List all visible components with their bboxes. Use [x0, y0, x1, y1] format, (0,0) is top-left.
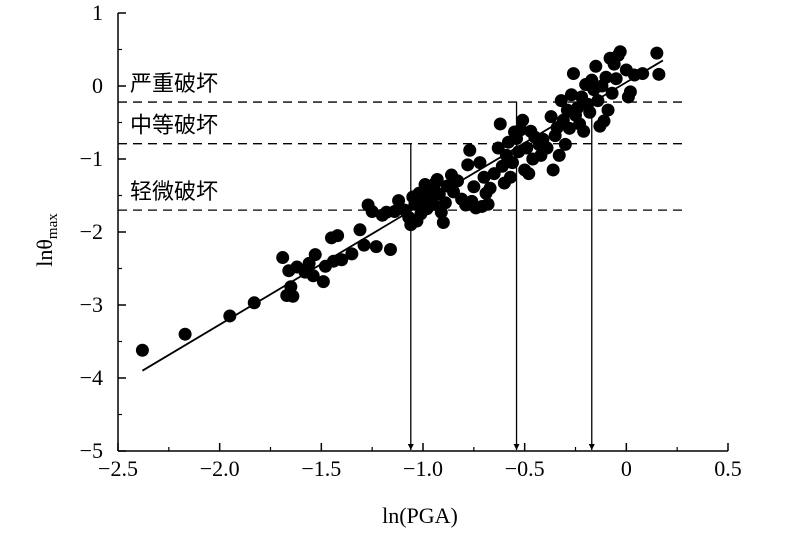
data-point	[493, 117, 507, 131]
data-point	[650, 46, 664, 60]
data-point	[461, 158, 475, 172]
x-tick-label: −1.0	[403, 456, 443, 481]
data-point	[522, 167, 536, 181]
data-point	[357, 238, 371, 252]
x-tick-label: −2.0	[200, 456, 240, 481]
fit-line	[141, 59, 664, 372]
y-axis-title-sub: max	[45, 213, 61, 239]
y-tick-label: −3	[80, 292, 103, 317]
data-point	[392, 194, 406, 208]
data-point	[503, 170, 517, 184]
y-tick-label: −1	[80, 146, 103, 171]
y-tick-label: −2	[80, 219, 103, 244]
data-point	[383, 243, 397, 257]
x-axis-title: ln(PGA)	[382, 503, 458, 528]
x-tick-label: −2.5	[98, 456, 138, 481]
data-point	[276, 251, 290, 265]
data-point	[473, 156, 487, 170]
data-point	[316, 275, 330, 289]
data-point	[306, 269, 320, 283]
threshold-label: 中等破坏	[130, 114, 218, 139]
x-tick-label: −0.5	[505, 456, 545, 481]
data-point	[308, 248, 322, 262]
data-point	[552, 148, 566, 162]
data-point	[599, 70, 613, 84]
data-point	[589, 59, 603, 73]
y-tick-label: −4	[80, 365, 103, 390]
data-point	[331, 229, 345, 243]
data-point	[571, 101, 585, 115]
x-tick-label: 0	[621, 456, 632, 481]
y-axis-title: lnθmax	[32, 213, 61, 267]
data-point	[562, 121, 576, 135]
data-point	[223, 309, 237, 323]
data-point	[483, 181, 497, 195]
data-point	[520, 141, 534, 155]
data-point	[652, 67, 666, 81]
y-tick-label: 0	[92, 73, 103, 98]
fit-line-group	[141, 59, 664, 372]
data-point	[481, 197, 495, 211]
data-point	[609, 72, 623, 86]
data-point	[505, 156, 519, 170]
data-point	[436, 216, 450, 230]
data-point	[438, 196, 452, 210]
data-point	[597, 114, 611, 128]
data-point	[135, 343, 149, 357]
data-point	[566, 67, 580, 81]
data-point	[544, 110, 558, 124]
data-point	[623, 85, 637, 99]
data-point	[605, 86, 619, 100]
data-point	[369, 240, 383, 254]
data-point	[178, 327, 192, 341]
data-point	[613, 45, 627, 59]
x-tick-label: −1.5	[301, 456, 341, 481]
data-point	[540, 141, 554, 155]
data-point	[286, 289, 300, 303]
data-point	[463, 143, 477, 157]
data-point	[577, 124, 591, 138]
data-point	[353, 223, 367, 237]
data-point	[388, 205, 402, 219]
axes	[117, 13, 728, 452]
threshold-label: 轻微破坏	[130, 180, 218, 205]
data-point	[546, 163, 560, 177]
y-axis-title-main: lnθ	[32, 239, 57, 267]
data-point	[583, 105, 597, 119]
data-point	[335, 253, 349, 267]
y-tick-label: 1	[92, 0, 103, 25]
y-tick-label: −5	[80, 438, 103, 463]
x-tick-label: 0.5	[714, 456, 742, 481]
data-point	[467, 180, 481, 194]
data-point	[516, 113, 530, 127]
data-point	[426, 197, 440, 211]
threshold-label: 严重破坏	[130, 72, 218, 97]
data-point	[601, 103, 615, 117]
data-point	[365, 205, 379, 219]
data-point	[558, 137, 572, 151]
data-point	[495, 159, 509, 173]
data-point	[554, 94, 568, 108]
data-point	[430, 172, 444, 186]
data-point	[564, 88, 578, 102]
tick-labels: −2.5 −2.0 −1.5 −1.0 −0.5 0 0.5 1 0 −1 −2 −3 −4 −5	[80, 0, 742, 481]
data-point	[477, 170, 491, 184]
data-point	[345, 247, 359, 261]
